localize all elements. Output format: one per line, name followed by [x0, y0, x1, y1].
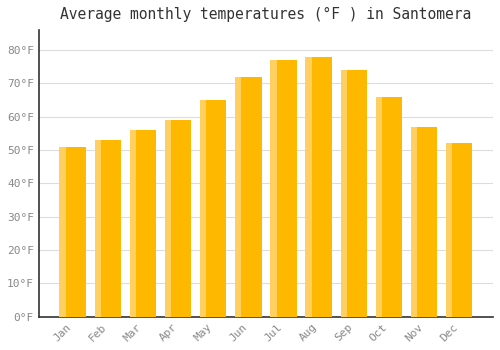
Bar: [377, 97, 402, 317]
Bar: [270, 60, 276, 317]
Bar: [446, 144, 452, 317]
Bar: [447, 144, 472, 317]
Bar: [376, 97, 382, 317]
Bar: [201, 100, 226, 317]
Bar: [306, 57, 312, 317]
Bar: [60, 147, 86, 317]
Bar: [340, 70, 347, 317]
Bar: [200, 100, 206, 317]
Bar: [60, 147, 66, 317]
Bar: [342, 70, 367, 317]
Bar: [306, 57, 332, 317]
Bar: [236, 77, 262, 317]
Bar: [235, 77, 242, 317]
Bar: [411, 127, 417, 317]
Bar: [131, 130, 156, 317]
Bar: [165, 120, 171, 317]
Bar: [412, 127, 438, 317]
Bar: [96, 140, 121, 317]
Bar: [166, 120, 192, 317]
Bar: [130, 130, 136, 317]
Title: Average monthly temperatures (°F ) in Santomera: Average monthly temperatures (°F ) in Sa…: [60, 7, 472, 22]
Bar: [94, 140, 101, 317]
Bar: [272, 60, 296, 317]
